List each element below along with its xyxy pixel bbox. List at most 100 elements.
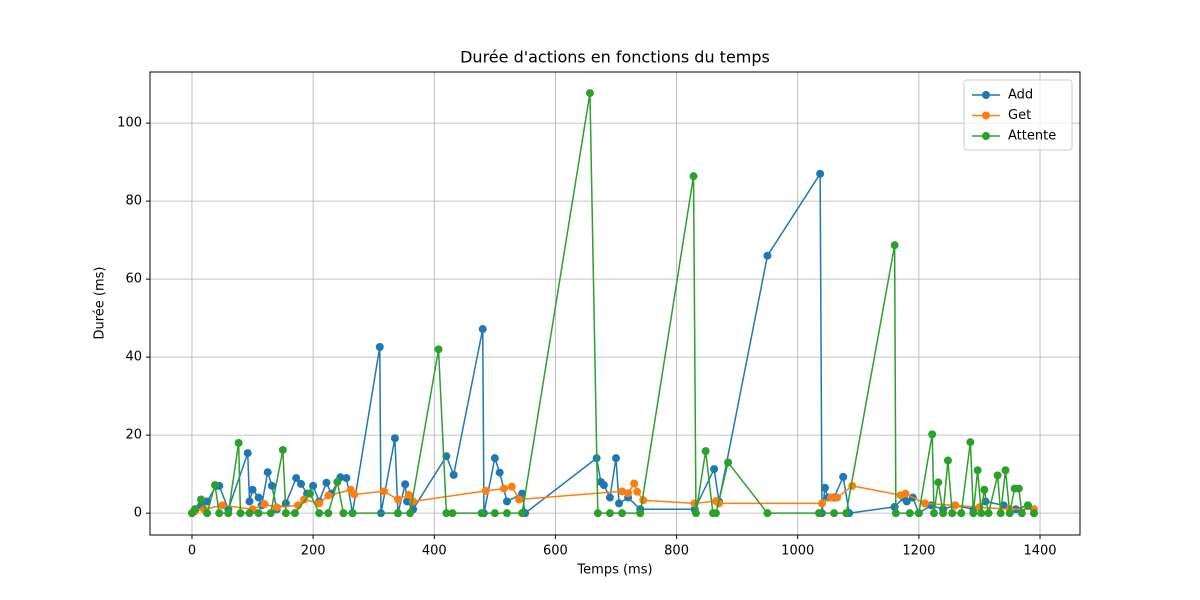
data-point	[260, 500, 269, 509]
data-point	[763, 251, 772, 260]
data-point	[943, 456, 952, 465]
y-tick-label: 60	[125, 272, 142, 287]
data-point	[842, 509, 851, 518]
data-point	[442, 509, 451, 518]
data-point	[502, 497, 511, 506]
data-point	[615, 499, 624, 508]
y-tick-label: 40	[125, 350, 142, 365]
data-point	[348, 509, 357, 518]
data-point	[339, 509, 348, 518]
data-point	[939, 509, 948, 518]
data-point	[266, 509, 275, 518]
data-point	[403, 497, 412, 506]
data-point	[306, 489, 315, 498]
data-point	[984, 509, 993, 518]
data-point	[1005, 509, 1014, 518]
y-tick-label: 100	[117, 116, 142, 131]
data-point	[820, 483, 829, 492]
data-point	[248, 485, 257, 494]
data-point	[342, 474, 351, 483]
x-tick-label: 400	[422, 544, 447, 559]
data-point	[254, 493, 263, 502]
legend-box	[963, 79, 1073, 151]
data-point	[891, 509, 900, 518]
data-point	[309, 481, 318, 490]
x-tick-label: 800	[664, 544, 689, 559]
data-point	[390, 434, 399, 443]
data-point	[324, 509, 333, 518]
data-point	[502, 509, 511, 518]
x-axis-label: Temps (ms)	[576, 563, 652, 578]
data-point	[499, 484, 508, 493]
data-point	[350, 490, 359, 499]
legend-label: Attente	[1008, 129, 1056, 144]
data-point	[605, 493, 614, 502]
data-point	[191, 505, 200, 514]
data-point	[267, 481, 276, 490]
data-point	[333, 477, 342, 486]
data-point	[827, 493, 836, 502]
data-point	[817, 499, 826, 508]
data-point	[724, 458, 733, 467]
data-point	[210, 481, 219, 490]
data-point	[215, 509, 224, 518]
data-point	[691, 509, 700, 518]
data-point	[495, 468, 504, 477]
data-point	[605, 509, 614, 518]
data-point	[234, 438, 243, 447]
data-point	[406, 509, 415, 518]
data-point	[839, 472, 848, 481]
data-point	[1029, 509, 1038, 518]
data-point	[401, 480, 410, 489]
data-point	[518, 509, 527, 518]
data-point	[1017, 509, 1026, 518]
data-point	[901, 489, 910, 498]
series-line	[191, 92, 1035, 516]
data-point	[197, 495, 206, 504]
data-point	[300, 495, 309, 504]
data-point	[290, 509, 299, 518]
data-point	[948, 509, 957, 518]
data-point	[701, 447, 710, 456]
data-point	[833, 493, 842, 502]
data-point	[951, 501, 960, 510]
legend-label: Get	[1008, 108, 1031, 123]
data-point	[379, 487, 388, 496]
data-point	[490, 454, 499, 463]
data-point	[980, 485, 989, 494]
data-point	[763, 509, 772, 518]
data-point	[630, 479, 639, 488]
legend-marker	[982, 91, 990, 99]
data-point	[830, 509, 839, 518]
y-tick-label: 20	[125, 428, 142, 443]
data-point	[914, 509, 923, 518]
data-point	[618, 509, 627, 518]
legend-marker	[982, 132, 990, 140]
x-tick-label: 1200	[902, 544, 935, 559]
data-point	[711, 509, 720, 518]
data-point	[928, 430, 937, 439]
data-point	[957, 509, 966, 518]
x-tick-label: 600	[543, 544, 568, 559]
x-tick-label: 0	[188, 544, 196, 559]
data-point	[624, 489, 633, 498]
legend-label: Add	[1008, 88, 1033, 103]
data-point	[322, 478, 331, 487]
data-point	[490, 509, 499, 518]
data-point	[973, 466, 982, 475]
data-point	[599, 481, 608, 490]
legend: Add Get Attente	[963, 79, 1073, 151]
data-point	[507, 482, 516, 491]
data-point	[710, 465, 719, 474]
x-tick-label: 1400	[1023, 544, 1056, 559]
data-point	[1001, 466, 1010, 475]
data-point	[224, 509, 233, 518]
data-point	[515, 495, 524, 504]
data-point	[434, 345, 443, 354]
data-point	[966, 438, 975, 447]
data-point	[611, 454, 620, 463]
data-point	[218, 501, 227, 510]
data-point	[278, 445, 287, 454]
